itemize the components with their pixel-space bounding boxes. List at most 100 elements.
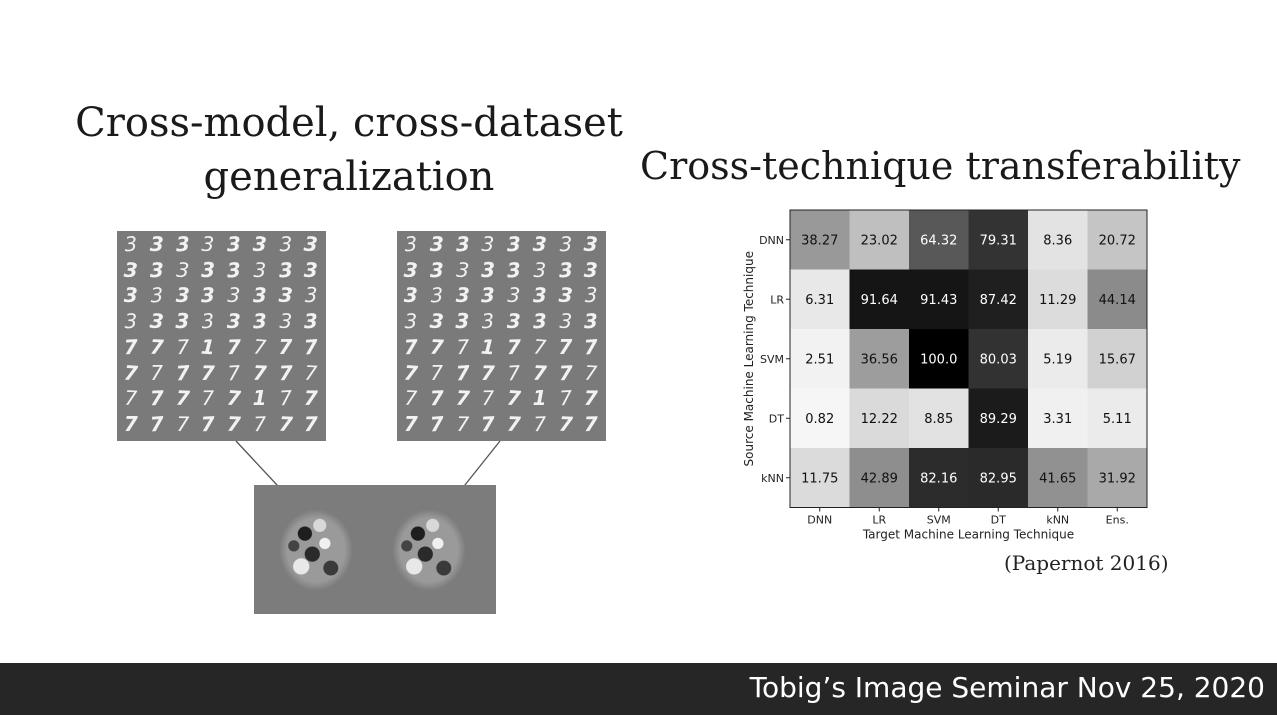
heatmap-value-label: 79.31: [980, 233, 1017, 248]
heatmap-value-label: 87.42: [980, 293, 1017, 308]
footer-text: Tobig’s Image Seminar Nov 25, 2020: [749, 671, 1265, 704]
heatmap-cell: [1087, 329, 1147, 389]
heatmap-value-label: 0.82: [805, 412, 834, 427]
adversarial-perturbation-image: [392, 509, 466, 591]
heatmap-cell: [790, 329, 850, 389]
heatmap-cell: [1028, 210, 1088, 270]
heatmap-value-label: 23.02: [861, 233, 898, 248]
heatmap-cell: [909, 210, 969, 270]
x-tick-label: LR: [872, 514, 886, 527]
digit: 1: [252, 386, 267, 411]
digit: 3: [584, 283, 598, 308]
adversarial-perturbation-panel: [254, 485, 496, 614]
heatmap-cell: [968, 388, 1028, 448]
heatmap-value-label: 20.72: [1099, 233, 1136, 248]
heatmap-value-label: 64.32: [920, 233, 957, 248]
heatmap-cell: [909, 269, 969, 329]
title-left-line1: Cross-model, cross-dataset: [75, 100, 623, 146]
heatmap-value-label: 8.36: [1043, 233, 1072, 248]
heatmap-cell: [1028, 329, 1088, 389]
y-tick-label: DT: [769, 412, 784, 425]
heatmap-cell: [909, 388, 969, 448]
heatmap-cell: [849, 388, 909, 448]
heatmap-cell: [849, 269, 909, 329]
y-axis-label: Source Machine Learning Technique: [742, 251, 756, 466]
y-tick-label: LR: [770, 293, 784, 306]
footer-bar: Tobig’s Image Seminar Nov 25, 2020: [0, 663, 1277, 715]
x-tick-label: Ens.: [1106, 514, 1129, 527]
heatmap-cell: [1028, 388, 1088, 448]
y-tick-label: kNN: [761, 472, 784, 485]
heatmap-cell: [968, 269, 1028, 329]
heatmap-cell: [849, 329, 909, 389]
heatmap-value-label: 2.51: [805, 352, 834, 367]
heatmap-value-label: 44.14: [1099, 293, 1136, 308]
heatmap-value-label: 41.65: [1039, 471, 1076, 486]
heatmap-cell: [1087, 448, 1147, 508]
heatmap-value-label: 12.22: [861, 412, 898, 427]
heatmap-value-label: 6.31: [805, 293, 834, 308]
title-left: Cross-model, cross-dataset generalizatio…: [60, 96, 638, 204]
y-tick-label: SVM: [760, 353, 784, 366]
heatmap-cell: [1087, 269, 1147, 329]
citation: (Papernot 2016): [1004, 551, 1169, 575]
x-tick-label: DT: [991, 514, 1006, 527]
digit: 3: [175, 309, 190, 334]
x-axis-label: Target Machine Learning Technique: [862, 528, 1074, 542]
heatmap-value-label: 36.56: [861, 352, 898, 367]
heatmap-value-label: 80.03: [980, 352, 1017, 367]
digit: 3: [201, 257, 216, 282]
heatmap-cell: [849, 210, 909, 270]
x-tick-label: DNN: [807, 514, 832, 527]
adversarial-perturbation-image: [279, 509, 353, 591]
heatmap-value-label: 38.27: [801, 233, 838, 248]
heatmap-cell: [790, 269, 850, 329]
heatmap-cell: [1028, 448, 1088, 508]
heatmap-cell: [909, 448, 969, 508]
heatmap-cell: [790, 388, 850, 448]
heatmap-cell: [1087, 210, 1147, 270]
heatmap-value-label: 3.31: [1043, 412, 1072, 427]
digit: 7: [150, 360, 163, 385]
heatmap-value-label: 11.29: [1039, 293, 1076, 308]
heatmap-value-label: 100.0: [920, 352, 957, 367]
x-tick-label: kNN: [1046, 514, 1069, 527]
digit: 1: [532, 386, 547, 411]
heatmap-cell: [968, 329, 1028, 389]
heatmap-value-label: 82.95: [980, 471, 1017, 486]
digit: 7: [278, 334, 293, 359]
heatmap-value-label: 89.29: [980, 412, 1017, 427]
digit: 7: [123, 412, 138, 437]
x-tick-label: SVM: [927, 514, 951, 527]
y-tick-label: DNN: [759, 234, 784, 247]
digit: 3: [481, 257, 496, 282]
digit: 7: [430, 360, 443, 385]
heatmap-value-label: 91.64: [861, 293, 898, 308]
heatmap-cell: [849, 448, 909, 508]
heatmap-value-label: 15.67: [1099, 352, 1136, 367]
heatmap-value-label: 5.11: [1103, 412, 1132, 427]
digit: 7: [403, 412, 418, 437]
heatmap-value-label: 91.43: [920, 293, 957, 308]
heatmap-cell: [790, 448, 850, 508]
title-left-line2: generalization: [203, 154, 495, 200]
heatmap-value-label: 31.92: [1099, 471, 1136, 486]
heatmap-cell: [968, 210, 1028, 270]
digit: 3: [455, 309, 470, 334]
heatmap-cell: [1028, 269, 1088, 329]
title-right: Cross-technique transferability: [640, 144, 1241, 188]
heatmap-cell: [968, 448, 1028, 508]
